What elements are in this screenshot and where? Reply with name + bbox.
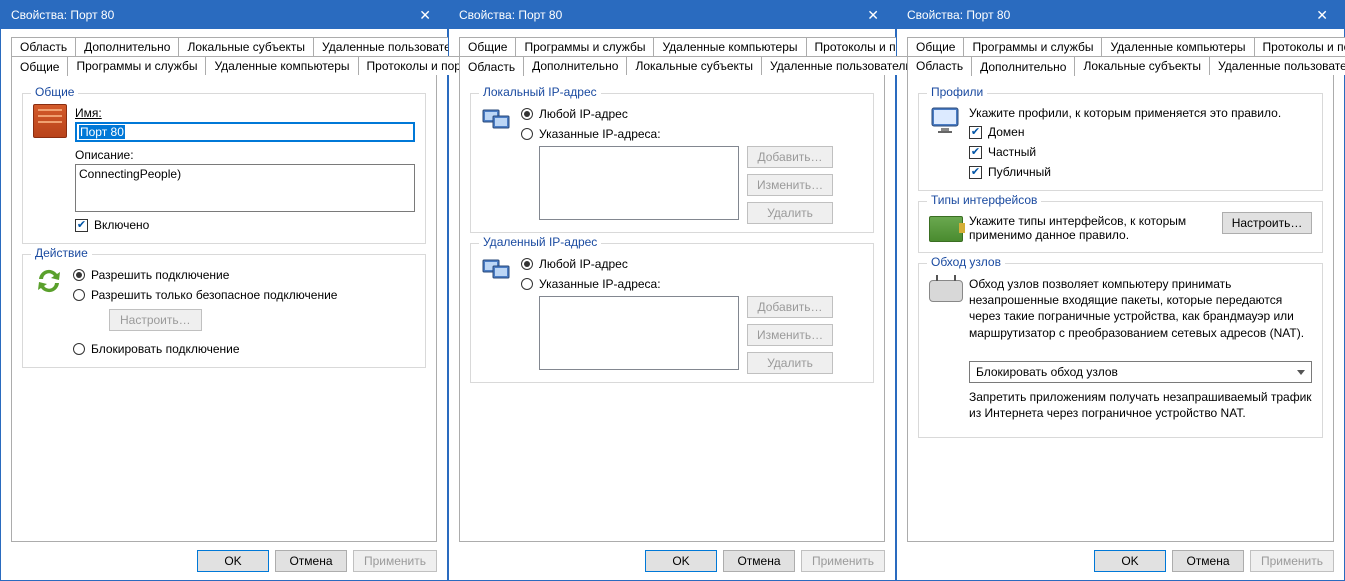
tab-local-principals[interactable]: Локальные субъекты	[178, 37, 314, 56]
remote-remove-button: Удалить	[747, 352, 833, 374]
radio-remote-specified[interactable]: Указанные IP-адреса:	[521, 277, 863, 291]
local-remove-button: Удалить	[747, 202, 833, 224]
tab-programs-services[interactable]: Программы и службы	[67, 56, 206, 75]
close-icon[interactable]: ✕	[857, 1, 889, 29]
edge-traversal-note: Запретить приложениям получать незапраши…	[969, 389, 1312, 421]
description-textarea[interactable]: ConnectingPeople)	[75, 164, 415, 212]
name-input[interactable]: Порт 80	[75, 122, 415, 142]
edge-traversal-hint: Обход узлов позволяет компьютеру принима…	[969, 276, 1312, 341]
group-profiles: Профили Укажите профили, к которым приме…	[918, 93, 1323, 191]
apply-button: Применить	[1250, 550, 1334, 572]
computers-icon	[481, 254, 513, 286]
group-remote-ip: Удаленный IP-адрес Любой IP-адрес	[470, 243, 874, 383]
group-general-legend: Общие	[31, 85, 78, 99]
tab-protocols-ports[interactable]: Протоколы и порты	[1254, 37, 1345, 56]
titlebar[interactable]: Свойства: Порт 80 ✕	[1, 1, 447, 29]
tab-remote-computers[interactable]: Удаленные компьютеры	[1101, 37, 1254, 56]
tab-scope[interactable]: Область	[907, 56, 972, 75]
profiles-hint: Укажите профили, к которым применяется э…	[969, 106, 1312, 120]
cancel-button[interactable]: Отмена	[275, 550, 347, 572]
computers-icon	[481, 104, 513, 136]
local-ip-list[interactable]	[539, 146, 739, 220]
properties-dialog-advanced: Свойства: Порт 80 ✕ Общие Программы и сл…	[896, 0, 1345, 581]
tab-remote-users[interactable]: Удаленные пользователи	[761, 56, 921, 75]
tab-advanced[interactable]: Дополнительно	[523, 56, 627, 75]
radio-local-specified[interactable]: Указанные IP-адреса:	[521, 127, 863, 141]
enabled-label: Включено	[94, 218, 149, 232]
radio-local-any[interactable]: Любой IP-адрес	[521, 107, 863, 121]
remote-ip-list[interactable]	[539, 296, 739, 370]
checkbox-domain[interactable]: ✔Домен	[969, 125, 1312, 139]
local-edit-button: Изменить…	[747, 174, 833, 196]
group-local-ip: Локальный IP-адрес Любой IP-адрес	[470, 93, 874, 233]
firewall-icon	[33, 104, 67, 138]
radio-block[interactable]: Блокировать подключение	[73, 342, 415, 356]
tab-general[interactable]: Общие	[907, 37, 964, 56]
properties-dialog-scope: Свойства: Порт 80 ✕ Общие Программы и сл…	[448, 0, 896, 581]
tab-general[interactable]: Общие	[11, 56, 68, 76]
titlebar[interactable]: Свойства: Порт 80 ✕	[449, 1, 895, 29]
ok-button[interactable]: OK	[197, 550, 269, 572]
group-local-ip-legend: Локальный IP-адрес	[479, 85, 601, 99]
remote-add-button: Добавить…	[747, 296, 833, 318]
tab-scope[interactable]: Область	[11, 37, 76, 56]
window-title: Свойства: Порт 80	[907, 8, 1306, 22]
radio-remote-any[interactable]: Любой IP-адрес	[521, 257, 863, 271]
tab-advanced[interactable]: Дополнительно	[971, 56, 1075, 76]
tab-local-principals[interactable]: Локальные субъекты	[1074, 56, 1210, 75]
enabled-checkbox[interactable]: ✔ Включено	[75, 218, 415, 232]
tab-remote-users[interactable]: Удаленные пользователи	[1209, 56, 1345, 75]
remote-edit-button: Изменить…	[747, 324, 833, 346]
group-edge-traversal-legend: Обход узлов	[927, 255, 1005, 269]
tab-programs-services[interactable]: Программы и службы	[515, 37, 654, 56]
close-icon[interactable]: ✕	[1306, 1, 1338, 29]
ok-button[interactable]: OK	[645, 550, 717, 572]
radio-allow-secure[interactable]: Разрешить только безопасное подключение	[73, 288, 415, 302]
description-label: Описание:	[75, 148, 415, 162]
ok-button[interactable]: OK	[1094, 550, 1166, 572]
group-action: Действие Разрешить подключение	[22, 254, 426, 368]
name-label: Имя:	[75, 106, 415, 120]
monitor-icon	[929, 104, 961, 136]
configure-secure-button: Настроить…	[109, 309, 202, 331]
group-interface-types: Типы интерфейсов Укажите типы интерфейсо…	[918, 201, 1323, 253]
titlebar[interactable]: Свойства: Порт 80 ✕	[897, 1, 1344, 29]
router-icon	[929, 274, 961, 306]
radio-allow[interactable]: Разрешить подключение	[73, 268, 415, 282]
apply-button: Применить	[801, 550, 885, 572]
group-general: Общие Имя: Порт 80 Описание: ConnectingP…	[22, 93, 426, 244]
group-profiles-legend: Профили	[927, 85, 987, 99]
group-interface-types-legend: Типы интерфейсов	[927, 193, 1041, 207]
tab-advanced[interactable]: Дополнительно	[75, 37, 179, 56]
tab-remote-computers[interactable]: Удаленные компьютеры	[653, 37, 806, 56]
apply-button: Применить	[353, 550, 437, 572]
group-edge-traversal: Обход узлов Обход узлов позволяет компью…	[918, 263, 1323, 438]
cancel-button[interactable]: Отмена	[1172, 550, 1244, 572]
tab-remote-computers[interactable]: Удаленные компьютеры	[205, 56, 358, 75]
tab-local-principals[interactable]: Локальные субъекты	[626, 56, 762, 75]
cancel-button[interactable]: Отмена	[723, 550, 795, 572]
group-action-legend: Действие	[31, 246, 92, 260]
interface-types-configure-button[interactable]: Настроить…	[1222, 212, 1312, 234]
properties-dialog-general: Свойства: Порт 80 ✕ Область Дополнительн…	[0, 0, 448, 581]
tab-programs-services[interactable]: Программы и службы	[963, 37, 1102, 56]
tab-scope[interactable]: Область	[459, 56, 524, 76]
interface-types-hint: Укажите типы интерфейсов, к которым прим…	[969, 214, 1214, 242]
close-icon[interactable]: ✕	[409, 1, 441, 29]
tab-general[interactable]: Общие	[459, 37, 516, 56]
checkbox-public[interactable]: ✔Публичный	[969, 165, 1312, 179]
recycle-arrows-icon	[33, 265, 65, 297]
nic-icon	[929, 212, 961, 244]
edge-traversal-dropdown[interactable]: Блокировать обход узлов	[969, 361, 1312, 383]
checkbox-private[interactable]: ✔Частный	[969, 145, 1312, 159]
window-title: Свойства: Порт 80	[11, 8, 409, 22]
window-title: Свойства: Порт 80	[459, 8, 857, 22]
local-add-button: Добавить…	[747, 146, 833, 168]
group-remote-ip-legend: Удаленный IP-адрес	[479, 235, 601, 249]
